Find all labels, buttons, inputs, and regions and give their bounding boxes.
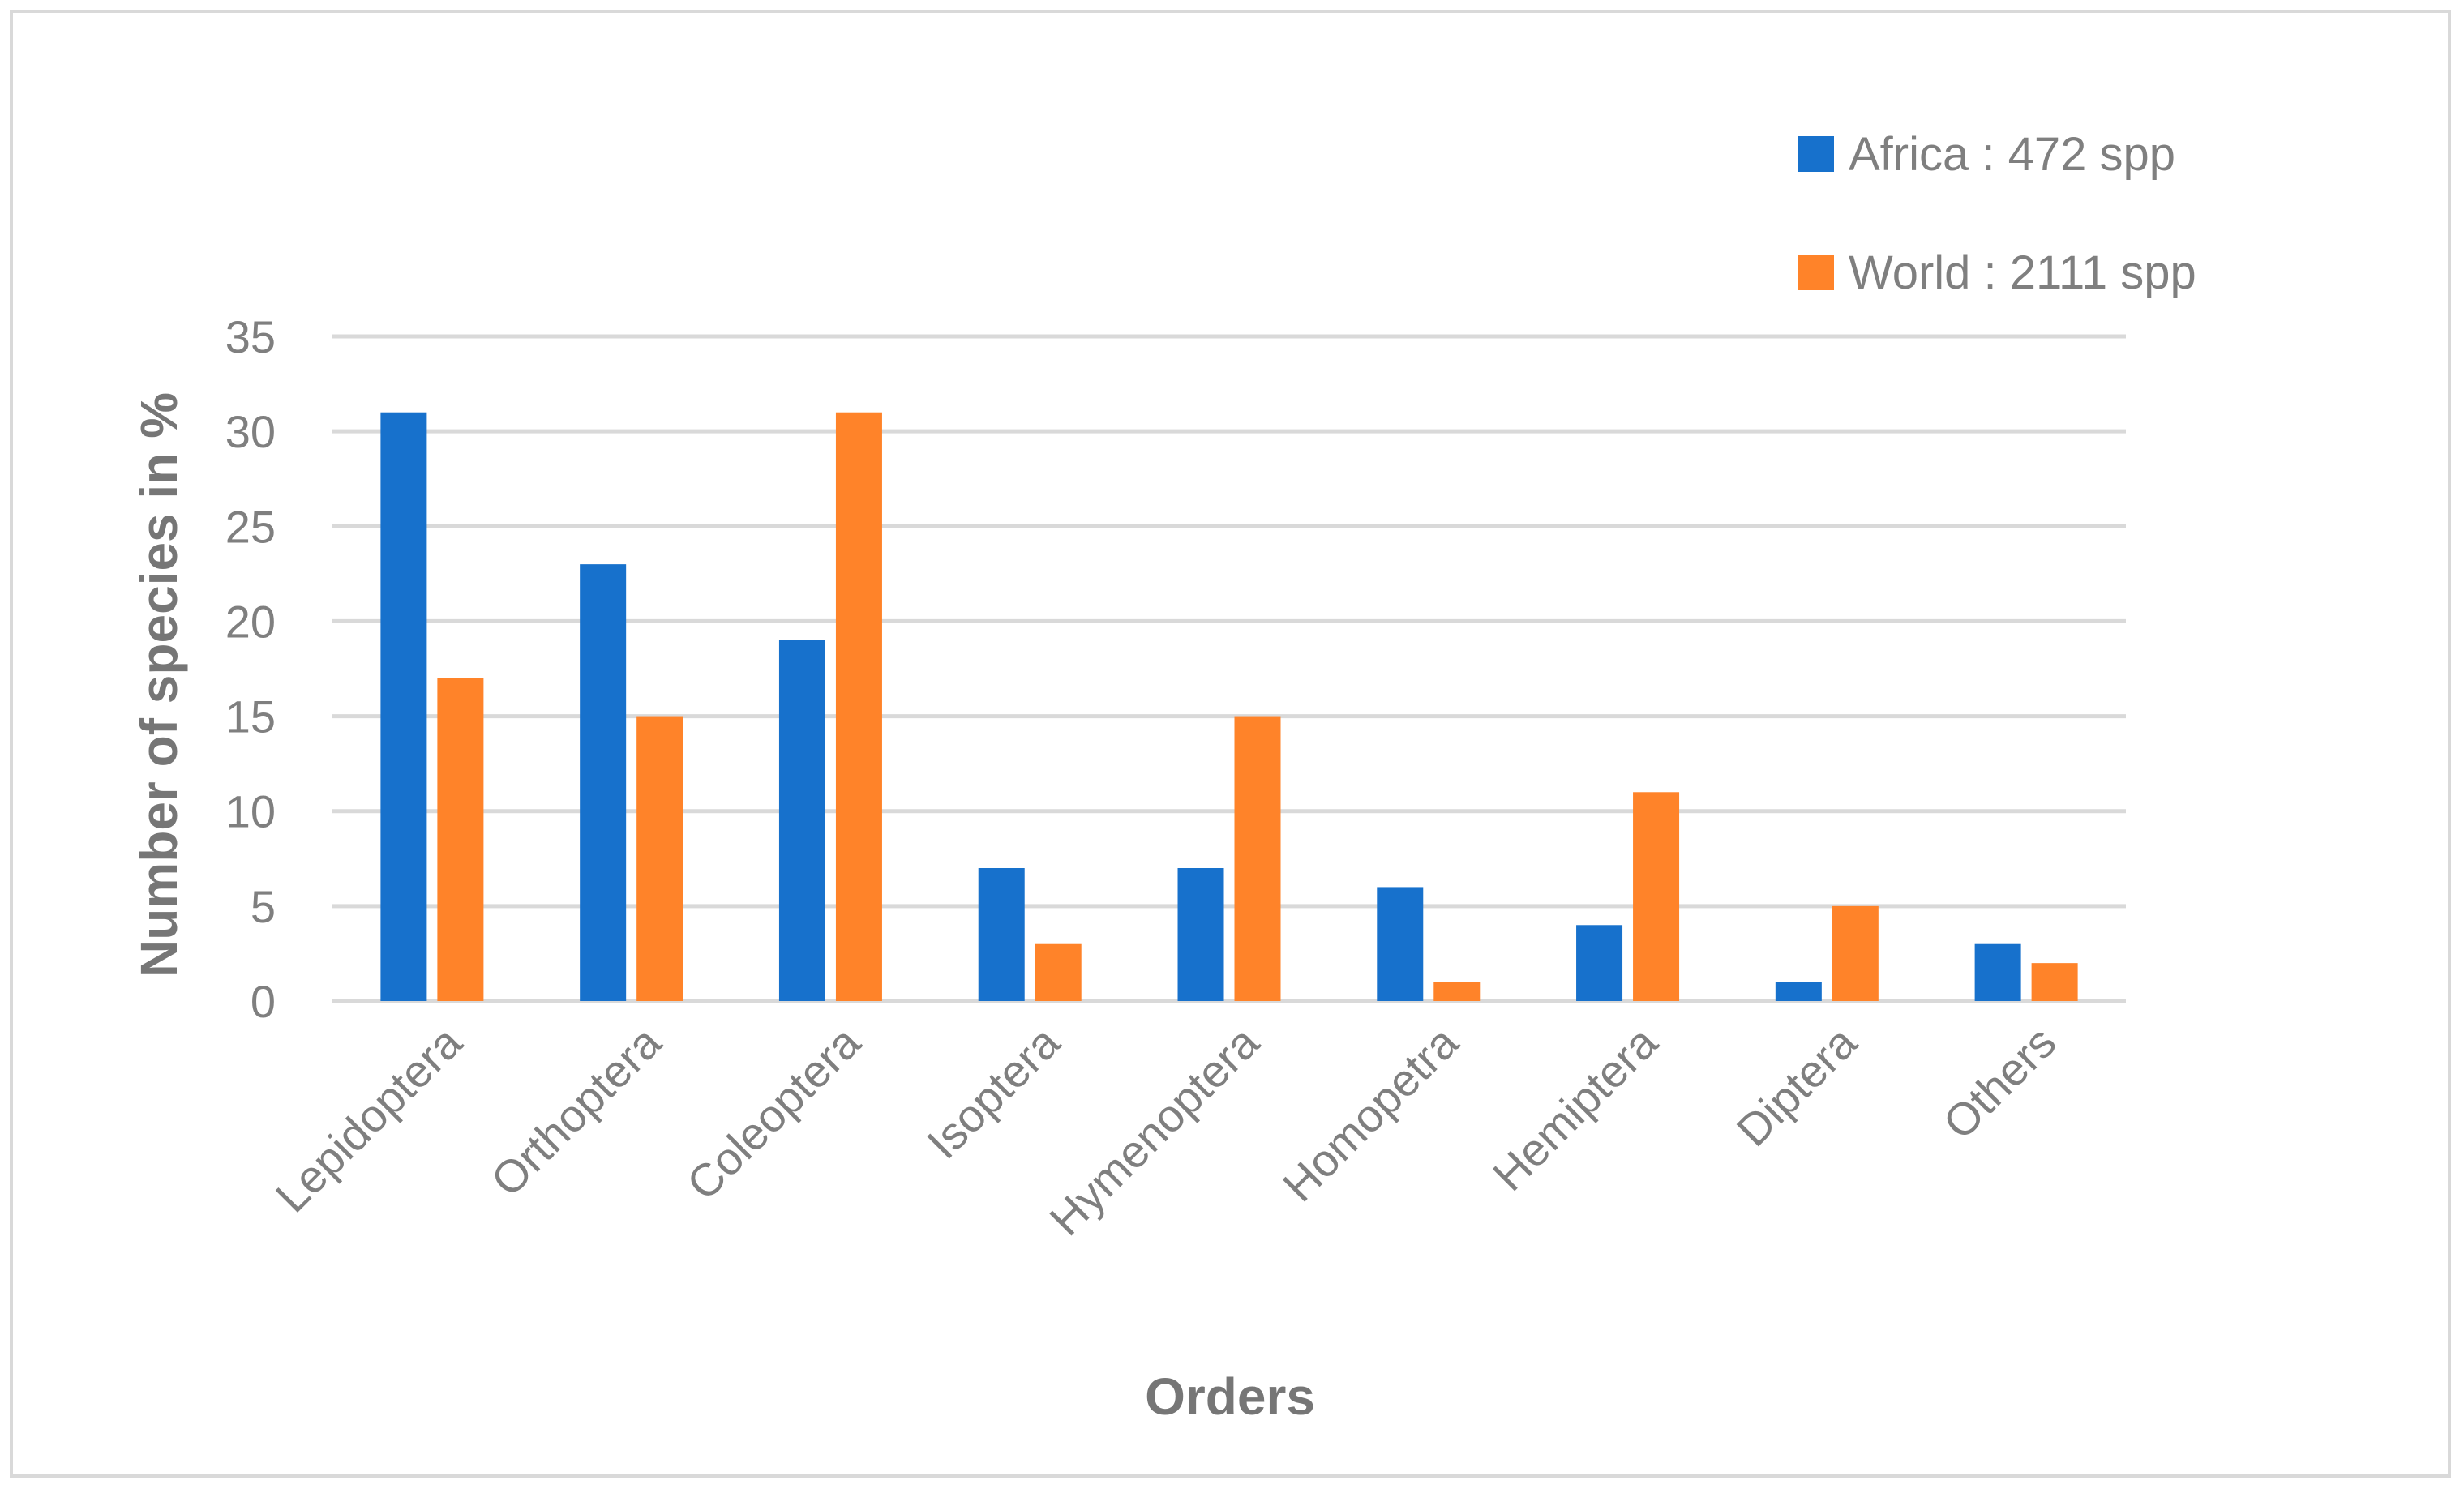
y-tick-label-10: 10 xyxy=(225,786,276,837)
bar-africa-diptera xyxy=(1775,982,1822,1001)
bar-world-orthoptera xyxy=(636,716,683,1001)
y-tick-label-30: 30 xyxy=(225,406,276,457)
bar-africa-hemiptera xyxy=(1576,925,1623,1001)
x-tick-label-coleoptera: Coleoptera xyxy=(677,1016,871,1209)
y-axis-label: Number of species in % xyxy=(130,392,188,978)
legend: Africa : 472 spp World : 2111 spp xyxy=(1798,128,2196,299)
bar-world-hymenoptera xyxy=(1234,716,1281,1001)
x-tick-label-hemiptera: Hemiptera xyxy=(1483,1016,1668,1200)
x-axis-ticks: Lepidoptera Orthoptera Coleoptera IsopteraH… xyxy=(266,1016,2066,1245)
y-tick-label-20: 20 xyxy=(225,596,276,647)
y-tick-label-0: 0 xyxy=(251,976,276,1027)
x-tick-label-homopetra: Homopetra xyxy=(1273,1016,1468,1211)
y-tick-label-5: 5 xyxy=(251,881,276,932)
bar-africa-homopetra xyxy=(1377,887,1424,1001)
x-tick-label-others: Others xyxy=(1933,1016,2065,1149)
bar-world-isoptera xyxy=(1035,943,1082,1001)
x-tick-label-isoptera: Isoptera xyxy=(917,1016,1069,1168)
x-tick-label-diptera: Diptera xyxy=(1727,1016,1867,1156)
bar-world-lepidoptera xyxy=(437,678,484,1001)
bar-world-hemiptera xyxy=(1633,792,1680,1001)
bar-africa-hymenoptera xyxy=(1177,868,1224,1001)
bars xyxy=(380,412,2078,1001)
bar-africa-others xyxy=(1974,943,2021,1001)
x-axis-label: Orders xyxy=(1145,1367,1315,1426)
gridlines xyxy=(332,334,2126,1003)
bar-world-homopetra xyxy=(1433,982,1481,1001)
bar-world-diptera xyxy=(1832,905,1879,1001)
y-tick-label-35: 35 xyxy=(225,311,276,362)
legend-label-africa: Africa : 472 spp xyxy=(1849,128,2175,181)
bar-africa-lepidoptera xyxy=(380,412,427,1001)
x-tick-label-orthoptera: Orthoptera xyxy=(481,1016,671,1205)
y-axis-ticks: 0 5 10 15 20 25 30 35 xyxy=(225,311,276,1027)
bar-world-coleoptera xyxy=(835,412,882,1001)
bar-africa-orthoptera xyxy=(580,564,627,1001)
bar-africa-isoptera xyxy=(978,868,1025,1001)
y-tick-label-15: 15 xyxy=(225,691,276,742)
bar-africa-coleoptera xyxy=(778,640,825,1001)
y-tick-label-25: 25 xyxy=(225,501,276,552)
x-tick-label-lepidoptera: Lepidoptera xyxy=(266,1016,472,1222)
x-tick-label-hymenoptera: Hymenoptera xyxy=(1039,1016,1269,1245)
legend-label-world: World : 2111 spp xyxy=(1849,246,2196,299)
legend-swatch-world xyxy=(1798,255,1834,290)
bar-world-others xyxy=(2031,963,2078,1001)
legend-swatch-africa xyxy=(1798,136,1834,172)
